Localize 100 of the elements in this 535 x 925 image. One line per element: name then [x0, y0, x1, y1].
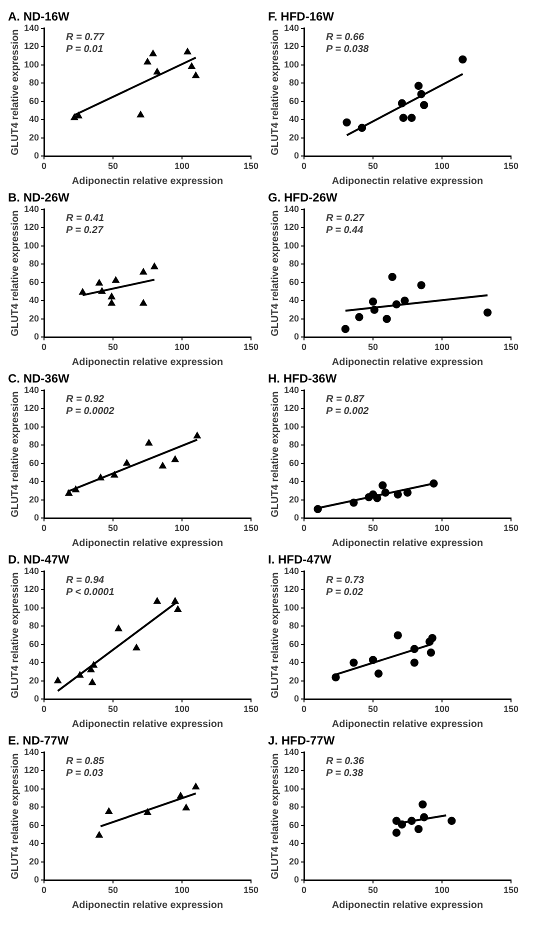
- x-axis-title: Adiponectin relative expression: [72, 356, 224, 368]
- point: [149, 50, 157, 56]
- point: [414, 82, 423, 90]
- point: [420, 100, 428, 110]
- x-tick-label: 100: [174, 161, 190, 172]
- point: [136, 111, 144, 118]
- y-tick-label: 120: [24, 222, 40, 232]
- point: [400, 296, 409, 305]
- y-tick-label: 140: [24, 204, 40, 214]
- point: [194, 432, 201, 438]
- x-tick-label: 100: [174, 885, 190, 896]
- x-tick-label: 100: [174, 704, 190, 714]
- y-tick-label: 60: [29, 458, 40, 468]
- point: [418, 800, 427, 809]
- annotation: P < 0.0001: [66, 587, 115, 598]
- y-tick-label: 20: [289, 856, 300, 866]
- point: [112, 276, 120, 283]
- annotation: R = 0.27: [326, 213, 365, 224]
- y-tick-label: 0: [294, 694, 300, 704]
- chart-title: H. HFD-36W: [268, 372, 338, 386]
- y-tick-label: 100: [24, 602, 40, 612]
- y-tick-label: 0: [34, 694, 40, 704]
- y-tick-label: 80: [29, 78, 40, 88]
- y-tick-label: 60: [289, 638, 300, 649]
- x-tick-label: 100: [434, 885, 450, 896]
- point: [177, 792, 184, 799]
- chart-title: F. HFD-16W: [268, 10, 335, 24]
- x-axis-title: Adiponectin relative expression: [332, 538, 484, 549]
- annotation: P = 0.002: [326, 406, 370, 418]
- y-axis-title: GLUT4 relative expression: [270, 753, 281, 880]
- y-tick-label: 60: [29, 820, 40, 830]
- point: [392, 816, 401, 825]
- x-axis-title: Adiponectin relative expression: [332, 900, 484, 911]
- y-tick-label: 100: [24, 240, 40, 250]
- y-axis-title: GLUT4 relative expression: [10, 572, 21, 698]
- annotation: P = 0.0002: [66, 406, 115, 418]
- y-tick-label: 0: [294, 512, 300, 523]
- x-tick-label: 150: [503, 704, 519, 714]
- point: [428, 634, 436, 642]
- point: [341, 324, 350, 334]
- point: [150, 262, 158, 270]
- point: [171, 597, 179, 604]
- x-tick-label: 50: [108, 342, 118, 352]
- y-tick-label: 100: [284, 421, 300, 432]
- x-axis-title: Adiponectin relative expression: [72, 538, 224, 549]
- y-tick-label: 0: [294, 332, 300, 342]
- y-tick-label: 120: [24, 41, 40, 52]
- point: [398, 820, 406, 829]
- point: [65, 489, 72, 496]
- y-tick-label: 20: [289, 132, 300, 142]
- y-tick-label: 120: [24, 403, 40, 414]
- y-tick-label: 120: [284, 584, 300, 594]
- point: [88, 678, 96, 686]
- y-tick-label: 60: [29, 96, 40, 106]
- y-tick-label: 0: [34, 332, 40, 342]
- point: [350, 658, 358, 667]
- y-axis-title: GLUT4 relative expression: [10, 753, 21, 880]
- x-tick-label: 50: [368, 161, 378, 172]
- point: [430, 479, 438, 488]
- x-tick-label: 150: [243, 523, 259, 534]
- point: [96, 831, 103, 838]
- point: [394, 631, 402, 640]
- point: [388, 272, 396, 282]
- x-tick-label: 50: [108, 704, 118, 714]
- point: [350, 498, 358, 507]
- point: [332, 673, 340, 682]
- y-tick-label: 80: [29, 258, 40, 269]
- point: [154, 68, 161, 75]
- annotation: R = 0.87: [326, 394, 365, 406]
- y-tick-label: 100: [284, 602, 300, 612]
- annotation: R = 0.66: [326, 32, 365, 44]
- y-axis-title: GLUT4 relative expression: [270, 29, 281, 156]
- chart-title: E. ND-77W: [8, 734, 70, 748]
- x-tick-label: 150: [503, 885, 519, 896]
- y-tick-label: 60: [289, 96, 300, 106]
- y-tick-label: 140: [284, 22, 300, 33]
- y-tick-label: 40: [29, 114, 40, 124]
- point: [392, 300, 401, 308]
- x-tick-label: 150: [243, 342, 259, 352]
- annotation: P = 0.38: [326, 768, 364, 780]
- point: [140, 268, 147, 275]
- x-tick-label: 0: [42, 523, 47, 534]
- x-axis-title: Adiponectin relative expression: [72, 176, 224, 187]
- point: [98, 287, 106, 294]
- annotation: P = 0.02: [326, 587, 364, 598]
- y-tick-label: 20: [29, 856, 40, 866]
- annotation: R = 0.41: [66, 213, 105, 224]
- x-tick-label: 0: [302, 161, 307, 172]
- x-tick-label: 100: [434, 704, 450, 714]
- x-tick-label: 100: [174, 342, 190, 352]
- x-tick-label: 0: [42, 704, 47, 714]
- x-tick-label: 50: [368, 704, 378, 714]
- point: [370, 306, 378, 314]
- y-tick-label: 80: [29, 620, 40, 631]
- y-tick-label: 20: [289, 313, 300, 324]
- y-tick-label: 140: [284, 566, 300, 576]
- point: [408, 114, 416, 122]
- y-tick-label: 140: [24, 22, 40, 33]
- point: [123, 459, 130, 466]
- chart-title: C. ND-36W: [8, 372, 70, 386]
